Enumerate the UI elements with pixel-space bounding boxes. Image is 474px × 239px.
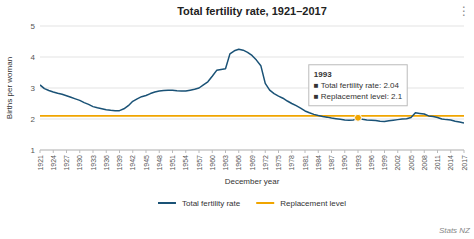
x-tick	[397, 150, 398, 153]
y-tick-label: 1	[31, 146, 36, 155]
x-tick	[464, 150, 465, 153]
x-tick-label: 1948	[156, 155, 163, 171]
x-tick-label: 2014	[447, 155, 454, 171]
x-tick-label: 2002	[394, 155, 401, 171]
x-tick	[185, 150, 186, 153]
legend: Total fertility rate Replacement level	[158, 199, 346, 208]
x-axis-label: December year	[225, 177, 280, 186]
x-tick-label: 1963	[222, 155, 229, 171]
x-tick	[225, 150, 226, 153]
x-tick	[318, 150, 319, 153]
x-tick-label: 1996	[368, 155, 375, 171]
legend-label: Replacement level	[280, 199, 346, 208]
x-tick-label: 1960	[209, 155, 216, 171]
x-tick	[93, 150, 94, 153]
x-tick	[238, 150, 239, 153]
replacement-line	[40, 115, 464, 117]
x-tick-label: 1975	[275, 155, 282, 171]
x-tick	[212, 150, 213, 153]
tooltip-text: ■ Total fertility rate: 2.04	[314, 81, 400, 90]
x-tick	[291, 150, 292, 153]
chart: Total fertility rate, 1921–2017 ⋮ 1 2 3 4 5 192…	[0, 0, 474, 239]
x-tick	[159, 150, 160, 153]
grid	[40, 26, 464, 150]
x-tick-label: 1969	[249, 155, 256, 171]
x-tick	[199, 150, 200, 153]
x-tick	[437, 150, 438, 153]
y-axis-label: Births per woman	[5, 57, 14, 119]
x-tick	[358, 150, 359, 153]
x-tick	[305, 150, 306, 153]
x-tick	[146, 150, 147, 153]
x-tick-label: 2008	[421, 155, 428, 171]
legend-label: Total fertility rate	[182, 199, 241, 208]
x-tick-label: 1987	[328, 155, 335, 171]
y-tick-label: 3	[31, 84, 36, 93]
x-tick	[331, 150, 332, 153]
x-tick-label: 1990	[341, 155, 348, 171]
x-tick	[344, 150, 345, 153]
x-tick	[371, 150, 372, 153]
legend-swatch	[256, 202, 274, 204]
x-tick-label: 1939	[116, 155, 123, 171]
x-tick-label: 1924	[50, 155, 57, 171]
x-tick-label: 1993	[355, 155, 362, 171]
x-tick	[119, 150, 120, 153]
x-tick-label: 1981	[302, 155, 309, 171]
tooltip-text: ■ Replacement level: 2.1	[314, 92, 403, 101]
x-tick	[40, 150, 41, 153]
x-tick-label: 1999	[381, 155, 388, 171]
x-tick-label: 1930	[76, 155, 83, 171]
x-tick	[132, 150, 133, 153]
y-tick-label: 4	[31, 53, 36, 62]
x-tick-label: 1978	[288, 155, 295, 171]
x-tick-label: 1936	[103, 155, 110, 171]
series-line	[40, 49, 464, 123]
grid-line	[40, 57, 464, 58]
x-tick	[53, 150, 54, 153]
menu-icon: ⋮	[458, 4, 470, 18]
x-tick	[66, 150, 67, 153]
x-tick-label: 2005	[408, 155, 415, 171]
x-tick	[424, 150, 425, 153]
tooltip: 1993 ■ Total fertility rate: 2.04 ■ Replac…	[309, 65, 407, 106]
x-tick	[172, 150, 173, 153]
source-label: Stats NZ	[439, 226, 471, 235]
legend-swatch	[158, 202, 176, 204]
x-tick	[265, 150, 266, 153]
x-tick	[411, 150, 412, 153]
x-tick-label: 1942	[129, 155, 136, 171]
y-tick-label: 5	[31, 22, 36, 31]
x-tick	[450, 150, 451, 153]
x-tick-label: 2011	[434, 155, 441, 170]
x-tick-label: 1921	[37, 155, 44, 171]
plot-area	[40, 49, 464, 123]
x-tick-label: 1927	[63, 155, 70, 171]
x-tick-label: 1966	[235, 155, 242, 171]
x-tick	[384, 150, 385, 153]
x-tick-label: 1951	[169, 155, 176, 171]
x-tick-label: 1984	[315, 155, 322, 171]
x-tick-label: 1945	[143, 155, 150, 171]
x-tick-label: 1972	[262, 155, 269, 171]
grid-line	[40, 26, 464, 27]
highlight-point	[355, 114, 362, 121]
tooltip-text: 1993	[314, 70, 332, 79]
x-tick	[79, 150, 80, 153]
x-tick-label: 1954	[182, 155, 189, 171]
x-tick-label: 1957	[196, 155, 203, 171]
tooltip-box	[309, 65, 407, 106]
x-tick-label: 1933	[90, 155, 97, 171]
x-tick-label: 2017	[461, 155, 468, 171]
x-tick	[252, 150, 253, 153]
x-tick	[278, 150, 279, 153]
y-tick-label: 2	[31, 115, 36, 124]
title: Total fertility rate, 1921–2017	[177, 5, 327, 17]
x-tick	[106, 150, 107, 153]
